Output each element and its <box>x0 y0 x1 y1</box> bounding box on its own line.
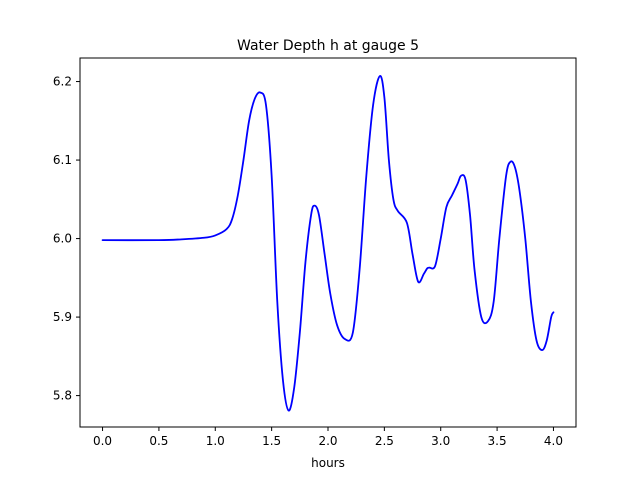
x-tick-label: 0.5 <box>149 434 168 448</box>
y-tick-label: 6.0 <box>53 232 72 246</box>
x-axis-ticks: 0.0 0.5 1.0 1.5 2.0 2.5 3.0 3.5 4.0 <box>93 427 563 448</box>
x-tick-label: 2.5 <box>375 434 394 448</box>
x-tick-label: 1.0 <box>206 434 225 448</box>
chart-title: Water Depth h at gauge 5 <box>237 38 419 54</box>
x-tick-label: 1.5 <box>262 434 281 448</box>
y-tick-label: 6.2 <box>53 75 72 89</box>
y-tick-label: 5.9 <box>53 310 72 324</box>
x-tick-label: 4.0 <box>544 434 563 448</box>
y-tick-label: 6.1 <box>53 153 72 167</box>
y-axis-ticks: 5.8 5.9 6.0 6.1 6.2 <box>53 75 80 403</box>
x-tick-label: 3.5 <box>488 434 507 448</box>
series-line-0 <box>101 75 555 412</box>
y-tick-label: 5.8 <box>53 389 72 403</box>
x-tick-label: 0.0 <box>93 434 112 448</box>
plot-area <box>101 75 555 412</box>
x-tick-label: 3.0 <box>431 434 450 448</box>
x-tick-label: 2.0 <box>318 434 337 448</box>
x-axis-label: hours <box>311 456 345 470</box>
